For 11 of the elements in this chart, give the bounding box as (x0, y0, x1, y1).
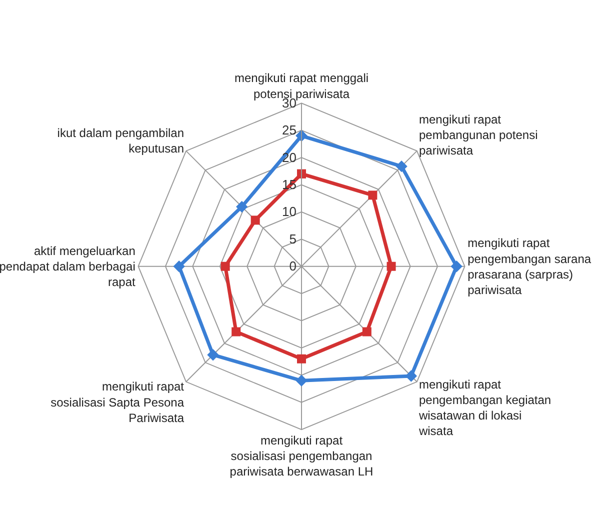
spoke-label: mengikuti rapat sosialisasi Sapta Pesona Pariwisata (50, 380, 185, 425)
spoke-label: mengikuti rapat pembangunan potensi pariwisata (418, 112, 538, 158)
spoke-label: mengikuti rapat sosialisasi pengembangan pariwisata berwawasan LH (230, 434, 374, 479)
spoke-label: aktif mengeluarkan pendapat dalam berbagai rapat (0, 244, 136, 290)
y-tick-label: 0 (289, 258, 296, 274)
spoke-label: mengikuti rapat pengembangan sarana prasarana (sarpras) pariwisata (468, 236, 592, 297)
y-tick-label: 5 (289, 231, 296, 246)
spoke-label: ikut dalam pengambilan keputusan (57, 126, 184, 156)
y-tick-label: 25 (282, 122, 296, 138)
y-tick-label: 10 (282, 204, 296, 220)
spoke-label: mengikuti rapat pengembangan kegiatan wisatawan di lokasi wisata (418, 377, 552, 438)
